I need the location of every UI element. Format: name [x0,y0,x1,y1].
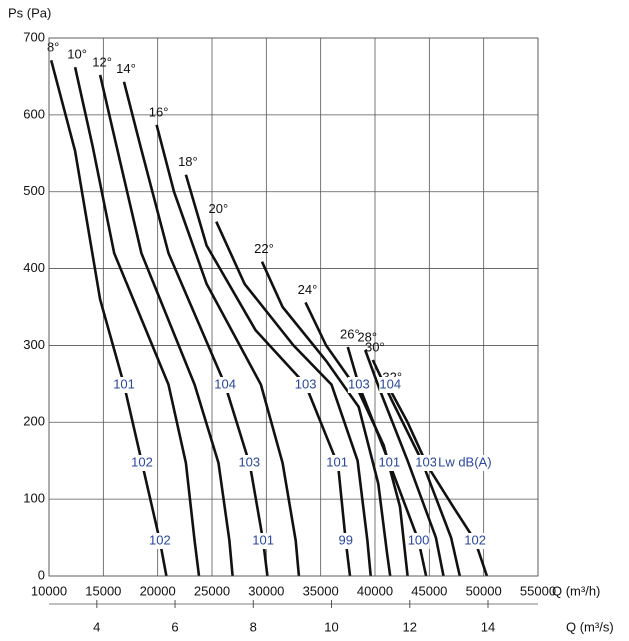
angle-label: 22° [254,241,274,256]
x2-tick-label: 8 [250,619,257,634]
y-tick-label: 600 [23,106,45,121]
x2-axis-label: Q (m³/s) [566,619,614,634]
y-tick-label: 700 [23,29,45,44]
angle-label: 18° [178,154,198,169]
y-tick-label: 400 [23,260,45,275]
angle-label: 26° [340,326,360,341]
x2-tick-label: 12 [403,619,417,634]
x-tick-label: 35000 [303,583,339,598]
label-bg [113,377,136,393]
x-tick-label: 25000 [194,583,230,598]
y-tick-label: 200 [23,414,45,429]
angle-label: 20° [209,201,229,216]
sound-label: 104 [214,376,236,391]
sound-label: 103 [415,454,437,469]
x-axis-label: Q (m³/h) [552,583,600,598]
angle-label: 28° [357,329,377,344]
fan-curve [98,74,234,577]
fan-curve [260,261,392,577]
x-tick-label: 55000 [520,583,556,598]
x-tick-label: 30000 [248,583,284,598]
x-tick-label: 20000 [140,583,176,598]
label-bg [347,377,370,393]
y-axis-label: Ps (Pa) [8,5,51,20]
label-bg [378,455,401,471]
label-bg [464,533,487,549]
angle-label: 24° [298,282,318,297]
plot-frame [48,37,539,577]
fan-curve [155,124,301,577]
angle-label: 16° [149,104,169,119]
angle-label: 10° [67,47,87,62]
sound-label: 99 [338,532,352,547]
sound-label: 102 [464,532,486,547]
x-tick-label: 45000 [411,583,447,598]
angle-label: 12° [92,54,112,69]
fan-curve [49,59,168,577]
label-bg [294,377,317,393]
angle-label: 30° [365,339,385,354]
y-tick-label: 500 [23,183,45,198]
x-tick-label: 15000 [85,583,121,598]
angle-label: 14° [116,61,136,76]
sound-label: 102 [131,454,153,469]
label-bg [436,455,505,471]
x2-tick-label: 14 [481,619,495,634]
label-bg [252,533,275,549]
x-tick-label: 40000 [357,583,393,598]
y-tick-label: 0 [38,567,45,582]
angle-label: 8° [47,40,59,55]
x-tick-label: 50000 [466,583,502,598]
sound-label: 101 [378,454,400,469]
fan-curve [73,66,201,577]
label-bg [131,455,154,471]
sound-label: 103 [295,376,317,391]
label-bg [238,455,261,471]
x2-tick-label: 6 [171,619,178,634]
fan-curve [184,174,352,577]
sound-label: 102 [149,532,171,547]
sound-label: 101 [326,454,348,469]
label-bg [214,377,237,393]
y-tick-label: 100 [23,491,45,506]
y-tick-label: 300 [23,337,45,352]
sound-label: 103 [238,454,260,469]
sound-label: 101 [113,376,135,391]
x2-tick-label: 10 [324,619,338,634]
sound-unit: Lw dB(A) [438,454,491,469]
label-bg [326,455,349,471]
fan-curve [363,349,445,577]
x-tick-label: 10000 [31,583,67,598]
sound-label: 101 [252,532,274,547]
x2-tick-label: 4 [93,619,100,634]
label-bg [334,533,357,549]
label-bg [415,455,438,471]
fan-curve [215,221,372,577]
sound-label: 103 [348,376,370,391]
sound-label: 100 [408,532,430,547]
label-bg [379,377,402,393]
label-bg [407,533,430,549]
label-bg [148,533,171,549]
sound-label: 104 [379,376,401,391]
